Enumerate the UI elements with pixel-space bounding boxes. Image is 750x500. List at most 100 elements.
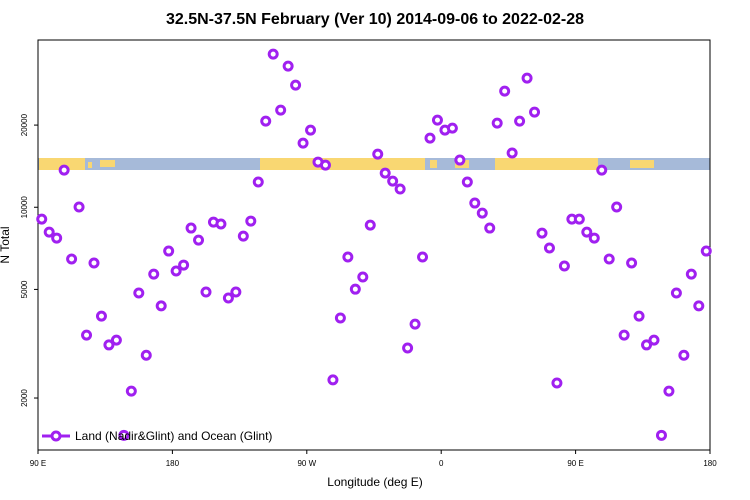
point [88,257,100,269]
point [499,85,511,97]
point [581,226,593,238]
legend-label: Land (Nadir&Glint) and Ocean (Glint) [75,429,272,443]
point [81,329,93,341]
point [357,271,369,283]
point [588,232,600,244]
point [536,227,548,239]
point [402,342,414,354]
point [670,287,682,299]
point [603,253,615,265]
point [484,222,496,234]
point [118,429,130,441]
point [648,334,660,346]
point [611,201,623,213]
point [663,385,675,397]
point [655,429,667,441]
point [364,219,376,231]
point [155,300,167,312]
point [140,349,152,361]
point [245,215,257,227]
point [491,117,503,129]
point [200,286,212,298]
x-tick-label: 180 [703,459,717,468]
y-axis-label: N Total [0,226,12,263]
legend-marker [50,430,62,442]
point [290,79,302,91]
point [327,374,339,386]
point [178,259,190,271]
y-tick-label: 10000 [20,196,29,219]
point [417,251,429,263]
point [185,222,197,234]
point [319,159,331,171]
point [521,72,533,84]
point [685,268,697,280]
point [342,251,354,263]
point [73,201,85,213]
x-tick-label: 0 [439,459,444,468]
point [424,132,436,144]
point [476,207,488,219]
point [305,124,317,136]
point [275,104,287,116]
point [543,242,555,254]
point [148,268,160,280]
point [95,310,107,322]
point [110,334,122,346]
legend: Land (Nadir&Glint) and Ocean (Glint) [42,429,272,443]
point [596,164,608,176]
point [237,230,249,242]
x-tick-label: 90 E [30,459,46,468]
point [222,292,234,304]
land-ocean-strip [38,158,710,170]
y-tick-label: 20000 [20,113,29,136]
x-tick-label: 90 E [567,459,583,468]
point [618,329,630,341]
point [394,183,406,195]
point [461,176,473,188]
point [349,283,361,295]
point [282,60,294,72]
point [267,48,279,60]
point [387,175,399,187]
point [66,253,78,265]
point [454,154,466,166]
point [678,349,690,361]
point [558,260,570,272]
point [409,318,421,330]
point [43,226,55,238]
point [379,167,391,179]
point [260,115,272,127]
chart-title: 32.5N-37.5N February (Ver 10) 2014-09-06… [166,11,584,28]
plot-frame [37,39,711,451]
y-tick-label: 5000 [20,280,29,298]
point [58,164,70,176]
point [573,213,585,225]
point [469,197,481,209]
point [297,137,309,149]
point [431,114,443,126]
point [551,377,563,389]
point [529,106,541,118]
point [252,176,264,188]
point [626,257,638,269]
point [125,385,137,397]
point [693,300,705,312]
point [51,232,63,244]
point [133,287,145,299]
point [230,286,242,298]
point [446,122,458,134]
point [334,312,346,324]
point [36,213,48,225]
point [170,265,182,277]
point [372,148,384,160]
point [163,245,175,257]
x-axis-label: Longitude (deg E) [327,475,422,489]
point [215,218,227,230]
point [514,115,526,127]
point [641,339,653,351]
x-tick-label: 90 W [297,459,316,468]
point [700,245,712,257]
point [103,339,115,351]
